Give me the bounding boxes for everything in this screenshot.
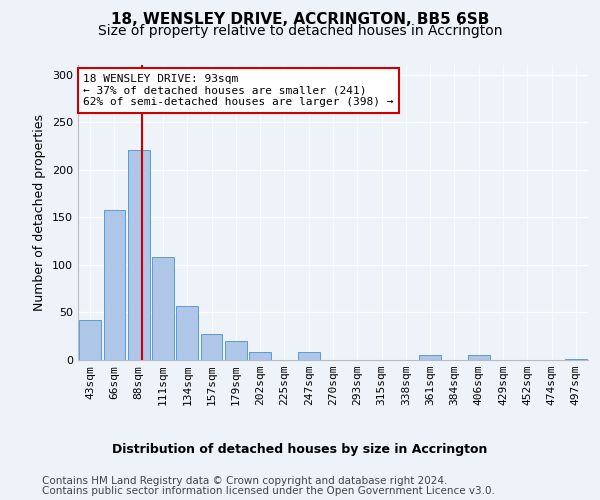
Bar xyxy=(298,352,320,360)
Text: 18 WENSLEY DRIVE: 93sqm
← 37% of detached houses are smaller (241)
62% of semi-d: 18 WENSLEY DRIVE: 93sqm ← 37% of detache… xyxy=(83,74,394,107)
Y-axis label: Number of detached properties: Number of detached properties xyxy=(34,114,46,311)
Bar xyxy=(200,334,223,360)
Bar xyxy=(176,306,198,360)
Bar xyxy=(468,355,490,360)
Bar xyxy=(104,210,125,360)
Bar xyxy=(128,150,149,360)
Text: 18, WENSLEY DRIVE, ACCRINGTON, BB5 6SB: 18, WENSLEY DRIVE, ACCRINGTON, BB5 6SB xyxy=(111,12,489,28)
Text: Distribution of detached houses by size in Accrington: Distribution of detached houses by size … xyxy=(112,442,488,456)
Bar xyxy=(225,341,247,360)
Bar xyxy=(419,355,441,360)
Bar xyxy=(152,257,174,360)
Bar xyxy=(565,359,587,360)
Text: Contains public sector information licensed under the Open Government Licence v3: Contains public sector information licen… xyxy=(42,486,495,496)
Text: Size of property relative to detached houses in Accrington: Size of property relative to detached ho… xyxy=(98,24,502,38)
Bar xyxy=(249,352,271,360)
Text: Contains HM Land Registry data © Crown copyright and database right 2024.: Contains HM Land Registry data © Crown c… xyxy=(42,476,448,486)
Bar xyxy=(79,320,101,360)
